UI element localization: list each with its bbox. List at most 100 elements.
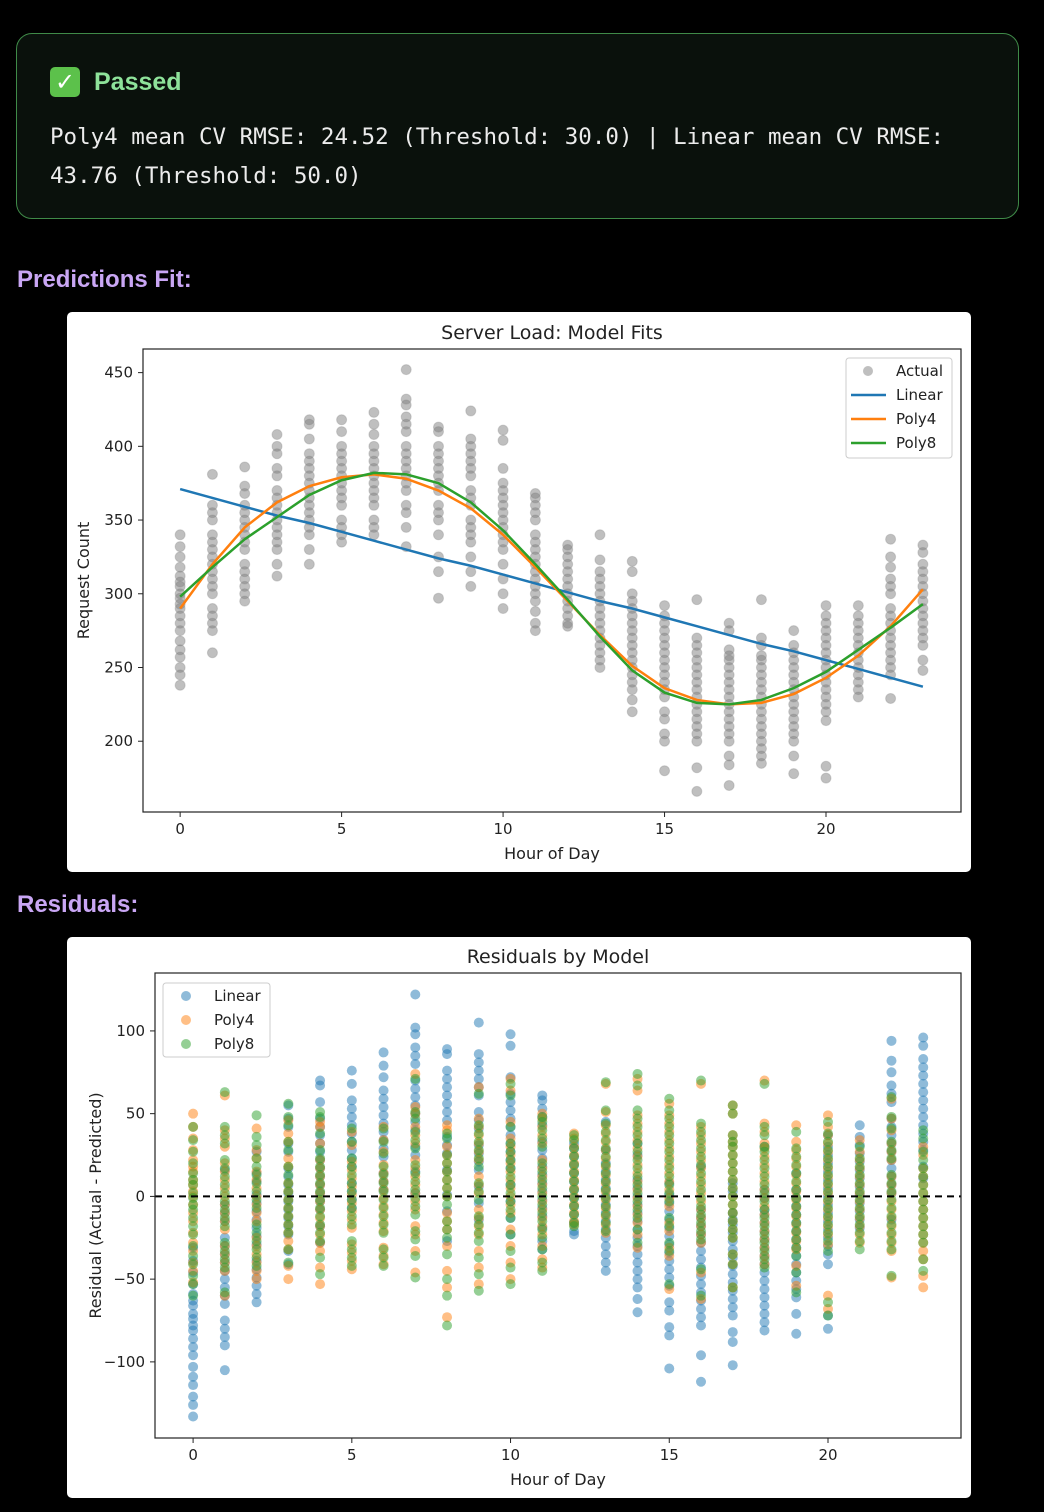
residual-point-linear <box>632 1274 643 1285</box>
residual-point-poly8 <box>315 1219 326 1230</box>
residual-point-poly8 <box>600 1209 611 1220</box>
residual-point-linear <box>822 1323 833 1334</box>
residual-point-poly8 <box>315 1202 326 1213</box>
residual-point-poly8 <box>664 1154 675 1165</box>
residual-point-poly8 <box>696 1290 707 1301</box>
residual-point-poly8 <box>727 1232 738 1243</box>
residual-point-linear <box>378 1102 389 1113</box>
residual-point-poly8 <box>727 1108 738 1119</box>
actual-point <box>917 664 929 676</box>
actual-point <box>885 692 897 704</box>
residual-point-linear <box>537 1095 548 1106</box>
residual-point-linear <box>759 1275 770 1286</box>
residual-point-poly8 <box>759 1204 770 1215</box>
actual-point <box>852 600 864 612</box>
residual-point-poly8 <box>569 1176 580 1187</box>
residual-point-poly8 <box>759 1237 770 1248</box>
residual-point-linear <box>346 1103 357 1114</box>
residual-point-linear <box>664 1305 675 1316</box>
actual-point <box>465 551 477 563</box>
x-tick-label: 15 <box>660 1446 679 1464</box>
residual-point-linear <box>188 1325 199 1336</box>
actual-point <box>400 364 412 376</box>
actual-point <box>432 529 444 541</box>
residual-point-linear <box>219 1340 230 1351</box>
residual-point-linear <box>918 1062 929 1073</box>
actual-point <box>400 399 412 411</box>
residual-point-poly8 <box>727 1183 738 1194</box>
residual-point-poly8 <box>378 1186 389 1197</box>
residual-point-linear <box>696 1312 707 1323</box>
residual-point-poly8 <box>251 1110 262 1121</box>
actual-point <box>206 647 218 659</box>
residual-point-linear <box>696 1320 707 1331</box>
actual-point <box>271 429 283 441</box>
residual-point-poly8 <box>632 1130 643 1141</box>
actual-point <box>368 406 380 418</box>
residual-point-poly8 <box>600 1151 611 1162</box>
residual-point-linear <box>696 1254 707 1265</box>
residual-point-poly8 <box>442 1133 453 1144</box>
residual-point-linear <box>188 1371 199 1382</box>
residual-point-linear <box>188 1350 199 1361</box>
residual-point-linear <box>442 1090 453 1101</box>
residual-point-linear <box>378 1110 389 1121</box>
residual-point-poly8 <box>378 1260 389 1271</box>
residual-point-poly8 <box>600 1176 611 1187</box>
x-tick-label: 5 <box>347 1446 357 1464</box>
actual-point <box>691 594 703 606</box>
actual-point <box>303 544 315 556</box>
residual-point-poly8 <box>505 1146 516 1157</box>
chart-title: Server Load: Model Fits <box>441 322 663 344</box>
residual-point-linear <box>219 1323 230 1334</box>
residual-point-poly8 <box>378 1219 389 1230</box>
residual-point-poly4 <box>283 1236 294 1247</box>
actual-point <box>885 588 897 600</box>
residual-point-poly8 <box>854 1178 865 1189</box>
actual-point <box>368 529 380 541</box>
x-tick-label: 20 <box>816 820 835 838</box>
residual-point-poly8 <box>188 1146 199 1157</box>
residual-point-poly8 <box>664 1179 675 1190</box>
residual-point-linear <box>346 1111 357 1122</box>
residual-point-poly8 <box>918 1254 929 1265</box>
residual-point-poly8 <box>632 1196 643 1207</box>
residual-point-poly8 <box>473 1161 484 1172</box>
residual-point-linear <box>918 1040 929 1051</box>
residual-point-poly8 <box>505 1154 516 1165</box>
residual-point-linear <box>886 1035 897 1046</box>
residual-point-poly8 <box>664 1130 675 1141</box>
residual-point-poly8 <box>854 1169 865 1180</box>
residual-point-poly8 <box>696 1226 707 1237</box>
residual-point-poly4 <box>442 1241 453 1252</box>
residual-point-poly8 <box>886 1244 897 1255</box>
residual-point-poly8 <box>822 1178 833 1189</box>
residual-point-poly8 <box>219 1254 230 1265</box>
legend-label-poly4: Poly4 <box>214 1011 254 1029</box>
residual-point-poly4 <box>442 1282 453 1293</box>
residual-point-poly8 <box>537 1174 548 1185</box>
residual-point-poly8 <box>854 1161 865 1172</box>
residual-point-poly8 <box>283 1202 294 1213</box>
residual-point-poly8 <box>822 1186 833 1197</box>
residual-point-poly8 <box>188 1221 199 1232</box>
residual-point-linear <box>410 1083 421 1094</box>
residual-point-poly8 <box>791 1250 802 1261</box>
residual-point-poly8 <box>315 1211 326 1222</box>
residual-point-linear <box>378 1060 389 1071</box>
residual-point-poly8 <box>791 1287 802 1298</box>
residual-point-poly8 <box>410 1209 421 1220</box>
actual-point <box>336 499 348 511</box>
check-mark-icon: ✓ <box>50 67 80 97</box>
residual-point-poly8 <box>727 1282 738 1293</box>
residual-point-poly8 <box>473 1269 484 1280</box>
actual-point <box>497 434 509 446</box>
residual-point-linear <box>632 1257 643 1268</box>
residual-point-poly8 <box>854 1219 865 1230</box>
residual-point-linear <box>918 1103 929 1114</box>
residual-point-poly8 <box>537 1244 548 1255</box>
actual-point <box>626 684 638 696</box>
actual-point <box>400 426 412 438</box>
actual-point <box>820 760 832 772</box>
residual-point-poly8 <box>473 1178 484 1189</box>
